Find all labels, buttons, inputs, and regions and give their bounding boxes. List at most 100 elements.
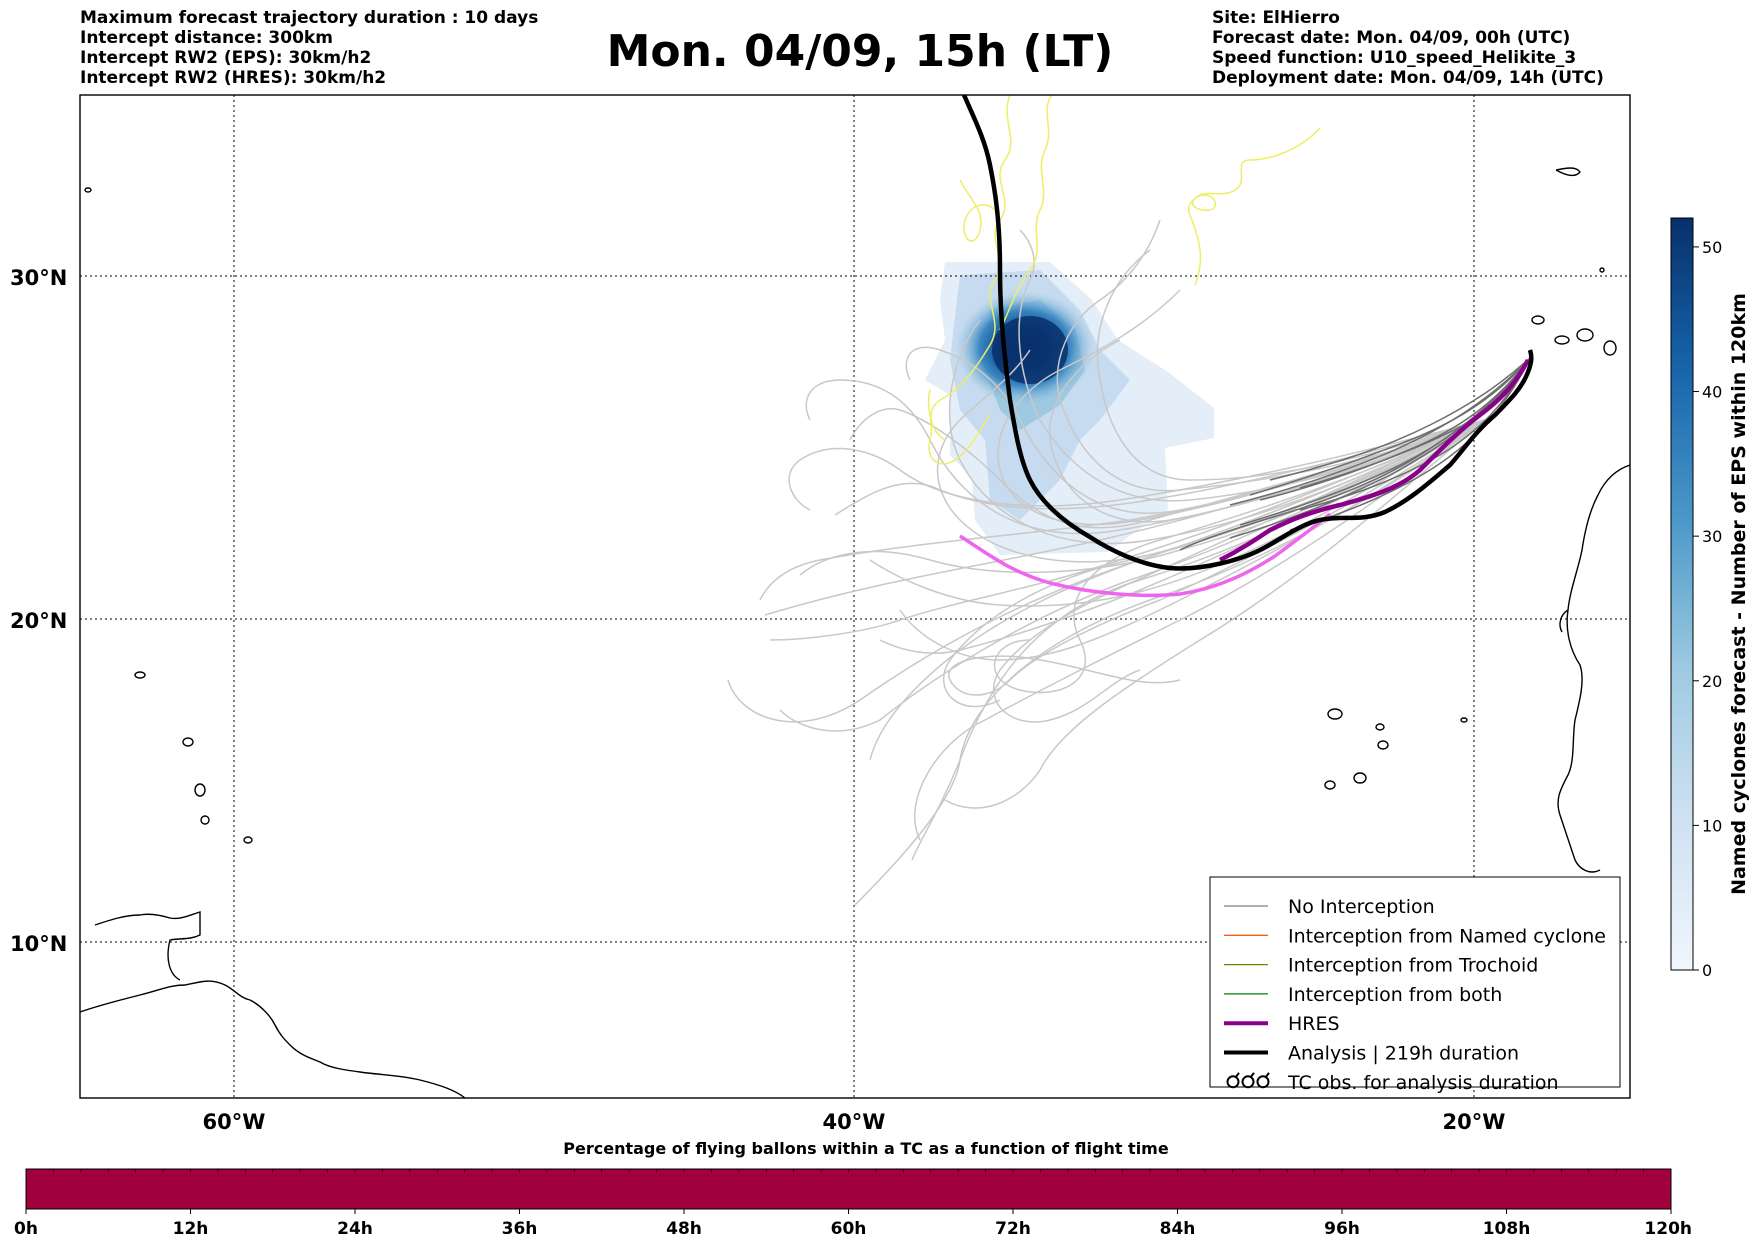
lon-label: 20°W: [1443, 1110, 1506, 1134]
trajectory: [1269, 357, 1531, 481]
trajectory: [788, 419, 1486, 511]
islands: [84, 187, 1617, 844]
colorbar-bottom-tick-label: 72h: [995, 1219, 1031, 1239]
legend-tc-symbol-tail: [1235, 1072, 1240, 1078]
colorbar-right-label: Named cyclones forecast - Number of EPS …: [1728, 293, 1750, 895]
trajectory: [1048, 339, 1486, 523]
legend-label: Analysis | 219h duration: [1288, 1043, 1519, 1065]
colorbar-bottom-tick-label: 108h: [1483, 1219, 1531, 1239]
colorbar-tick-label: 0: [1702, 961, 1712, 980]
island: [1327, 708, 1343, 720]
coastlines: [80, 167, 1630, 1098]
header-line: Maximum forecast trajectory duration : 1…: [80, 8, 539, 28]
trajectory: [1239, 357, 1531, 526]
colorbar-bottom-tick-label: 24h: [337, 1219, 373, 1239]
island: [1460, 717, 1468, 723]
colorbar-tick-label: 50: [1702, 238, 1722, 257]
coastline-south-america: [80, 980, 466, 1098]
header-line: Speed function: U10_speed_Helikite_3: [1212, 48, 1577, 68]
tc-track: [930, 95, 1012, 441]
colorbar-tick-label: 20: [1702, 672, 1722, 691]
colorbar-bottom: Percentage of flying ballons within a TC…: [14, 1139, 1692, 1239]
trajectory: [947, 419, 1486, 696]
legend-label: Interception from Named cyclone: [1288, 925, 1606, 947]
island: [182, 737, 194, 747]
trajectory: [1249, 357, 1531, 496]
colorbar-tick-label: 10: [1702, 816, 1722, 835]
trajectory: [1289, 357, 1531, 531]
header-line: Site: ElHierro: [1212, 8, 1340, 28]
eps-trajectories-light: [727, 219, 1486, 906]
hres-tail: [959, 512, 1332, 598]
legend-items: No Interception Interception from Named c…: [1224, 896, 1606, 1094]
colorbar-bottom-bar: [25, 1168, 1672, 1210]
lat-label: 20°N: [10, 609, 67, 633]
tc-observation-tracks: [927, 95, 1321, 465]
trajectory: [779, 419, 1486, 732]
tc-track: [959, 179, 996, 242]
island: [1375, 723, 1385, 731]
trajectory: [993, 419, 1486, 723]
colorbar-bottom-tick-label: 36h: [502, 1219, 538, 1239]
lon-label: 40°W: [823, 1110, 886, 1134]
lon-label: 60°W: [203, 1110, 266, 1134]
legend-label: Interception from both: [1288, 984, 1502, 1006]
trajectory: [869, 419, 1486, 607]
trajectory: [905, 346, 1486, 514]
map-frame: [79, 94, 1631, 1099]
colorbar-bottom-tick-label: 48h: [666, 1219, 702, 1239]
hres-track: [1218, 358, 1530, 563]
colorbar-bottom-tick-label: 0h: [14, 1219, 38, 1239]
island: [1324, 780, 1336, 790]
coastline-detail: [1559, 609, 1569, 633]
island: [134, 671, 146, 679]
legend-tc-symbol-tail: [1250, 1072, 1255, 1078]
trajectory: [879, 419, 1486, 655]
colorbar-bottom-title: Percentage of flying ballons within a TC…: [563, 1139, 1169, 1158]
map-title: Mon. 04/09, 15h (LT): [606, 26, 1114, 77]
header-line: Intercept RW2 (HRES): 30km/h2: [80, 68, 387, 88]
trajectory: [1299, 357, 1531, 511]
trajectory: [1229, 357, 1531, 506]
island: [1599, 267, 1605, 273]
legend-label: TC obs. for analysis duration: [1287, 1072, 1559, 1094]
colorbar-bottom-tick-label: 96h: [1324, 1219, 1360, 1239]
legend-box: [1209, 876, 1621, 1088]
trajectory: [899, 419, 1486, 661]
colorbar-right-scale: [1670, 217, 1694, 971]
colorbar-bottom-tick-label: 120h: [1644, 1219, 1692, 1239]
header-line: Intercept distance: 300km: [80, 28, 333, 48]
tc-track: [1188, 127, 1321, 286]
legend-tc-symbol: [1241, 1075, 1255, 1089]
trajectory: [1259, 357, 1531, 501]
tc-track: [999, 95, 1053, 331]
legend-tc-symbol: [1256, 1075, 1270, 1089]
trajectory: [869, 419, 1486, 761]
colorbar-tick-label: 30: [1702, 527, 1722, 546]
map-area: No Interception Interception from Named c…: [80, 95, 1630, 1098]
trajectory: [769, 419, 1486, 641]
header-info-right: Site: ElHierro Forecast date: Mon. 04/09…: [1212, 8, 1604, 88]
legend-label: Interception from Trochoid: [1288, 955, 1538, 977]
colorbar-right: 0 10 20 30 40 50 Named cyclones forecast - Nu…: [1670, 217, 1750, 980]
colorbar-bottom-ticks: 0h 12h 24h 36h 48h 60h 72h 84h 96h 108h 120h: [14, 1169, 1692, 1239]
header-line: Deployment date: Mon. 04/09, 14h (UTC): [1212, 68, 1604, 88]
trajectory: [944, 419, 1486, 809]
colorbar-right-ticks: 0 10 20 30 40 50: [1693, 238, 1722, 980]
header-line: Intercept RW2 (EPS): 30km/h2: [80, 48, 372, 68]
trajectory: [943, 419, 1486, 708]
lat-label: 30°N: [10, 266, 67, 290]
island: [200, 815, 210, 825]
colorbar-tick-label: 40: [1702, 383, 1722, 402]
island: [1576, 328, 1594, 342]
legend: No Interception Interception from Named c…: [1209, 876, 1621, 1094]
coastline-africa: [1557, 464, 1630, 873]
header-info-left: Maximum forecast trajectory duration : 1…: [80, 8, 538, 88]
legend-tc-symbol-tail: [1265, 1072, 1270, 1078]
legend-tc-symbol: [1226, 1075, 1240, 1089]
analysis-track: [961, 95, 1534, 571]
trajectory: [1056, 219, 1486, 492]
header-line: Forecast date: Mon. 04/09, 00h (UTC): [1212, 28, 1571, 48]
trajectory: [936, 349, 1486, 563]
trajectory: [1096, 249, 1486, 481]
